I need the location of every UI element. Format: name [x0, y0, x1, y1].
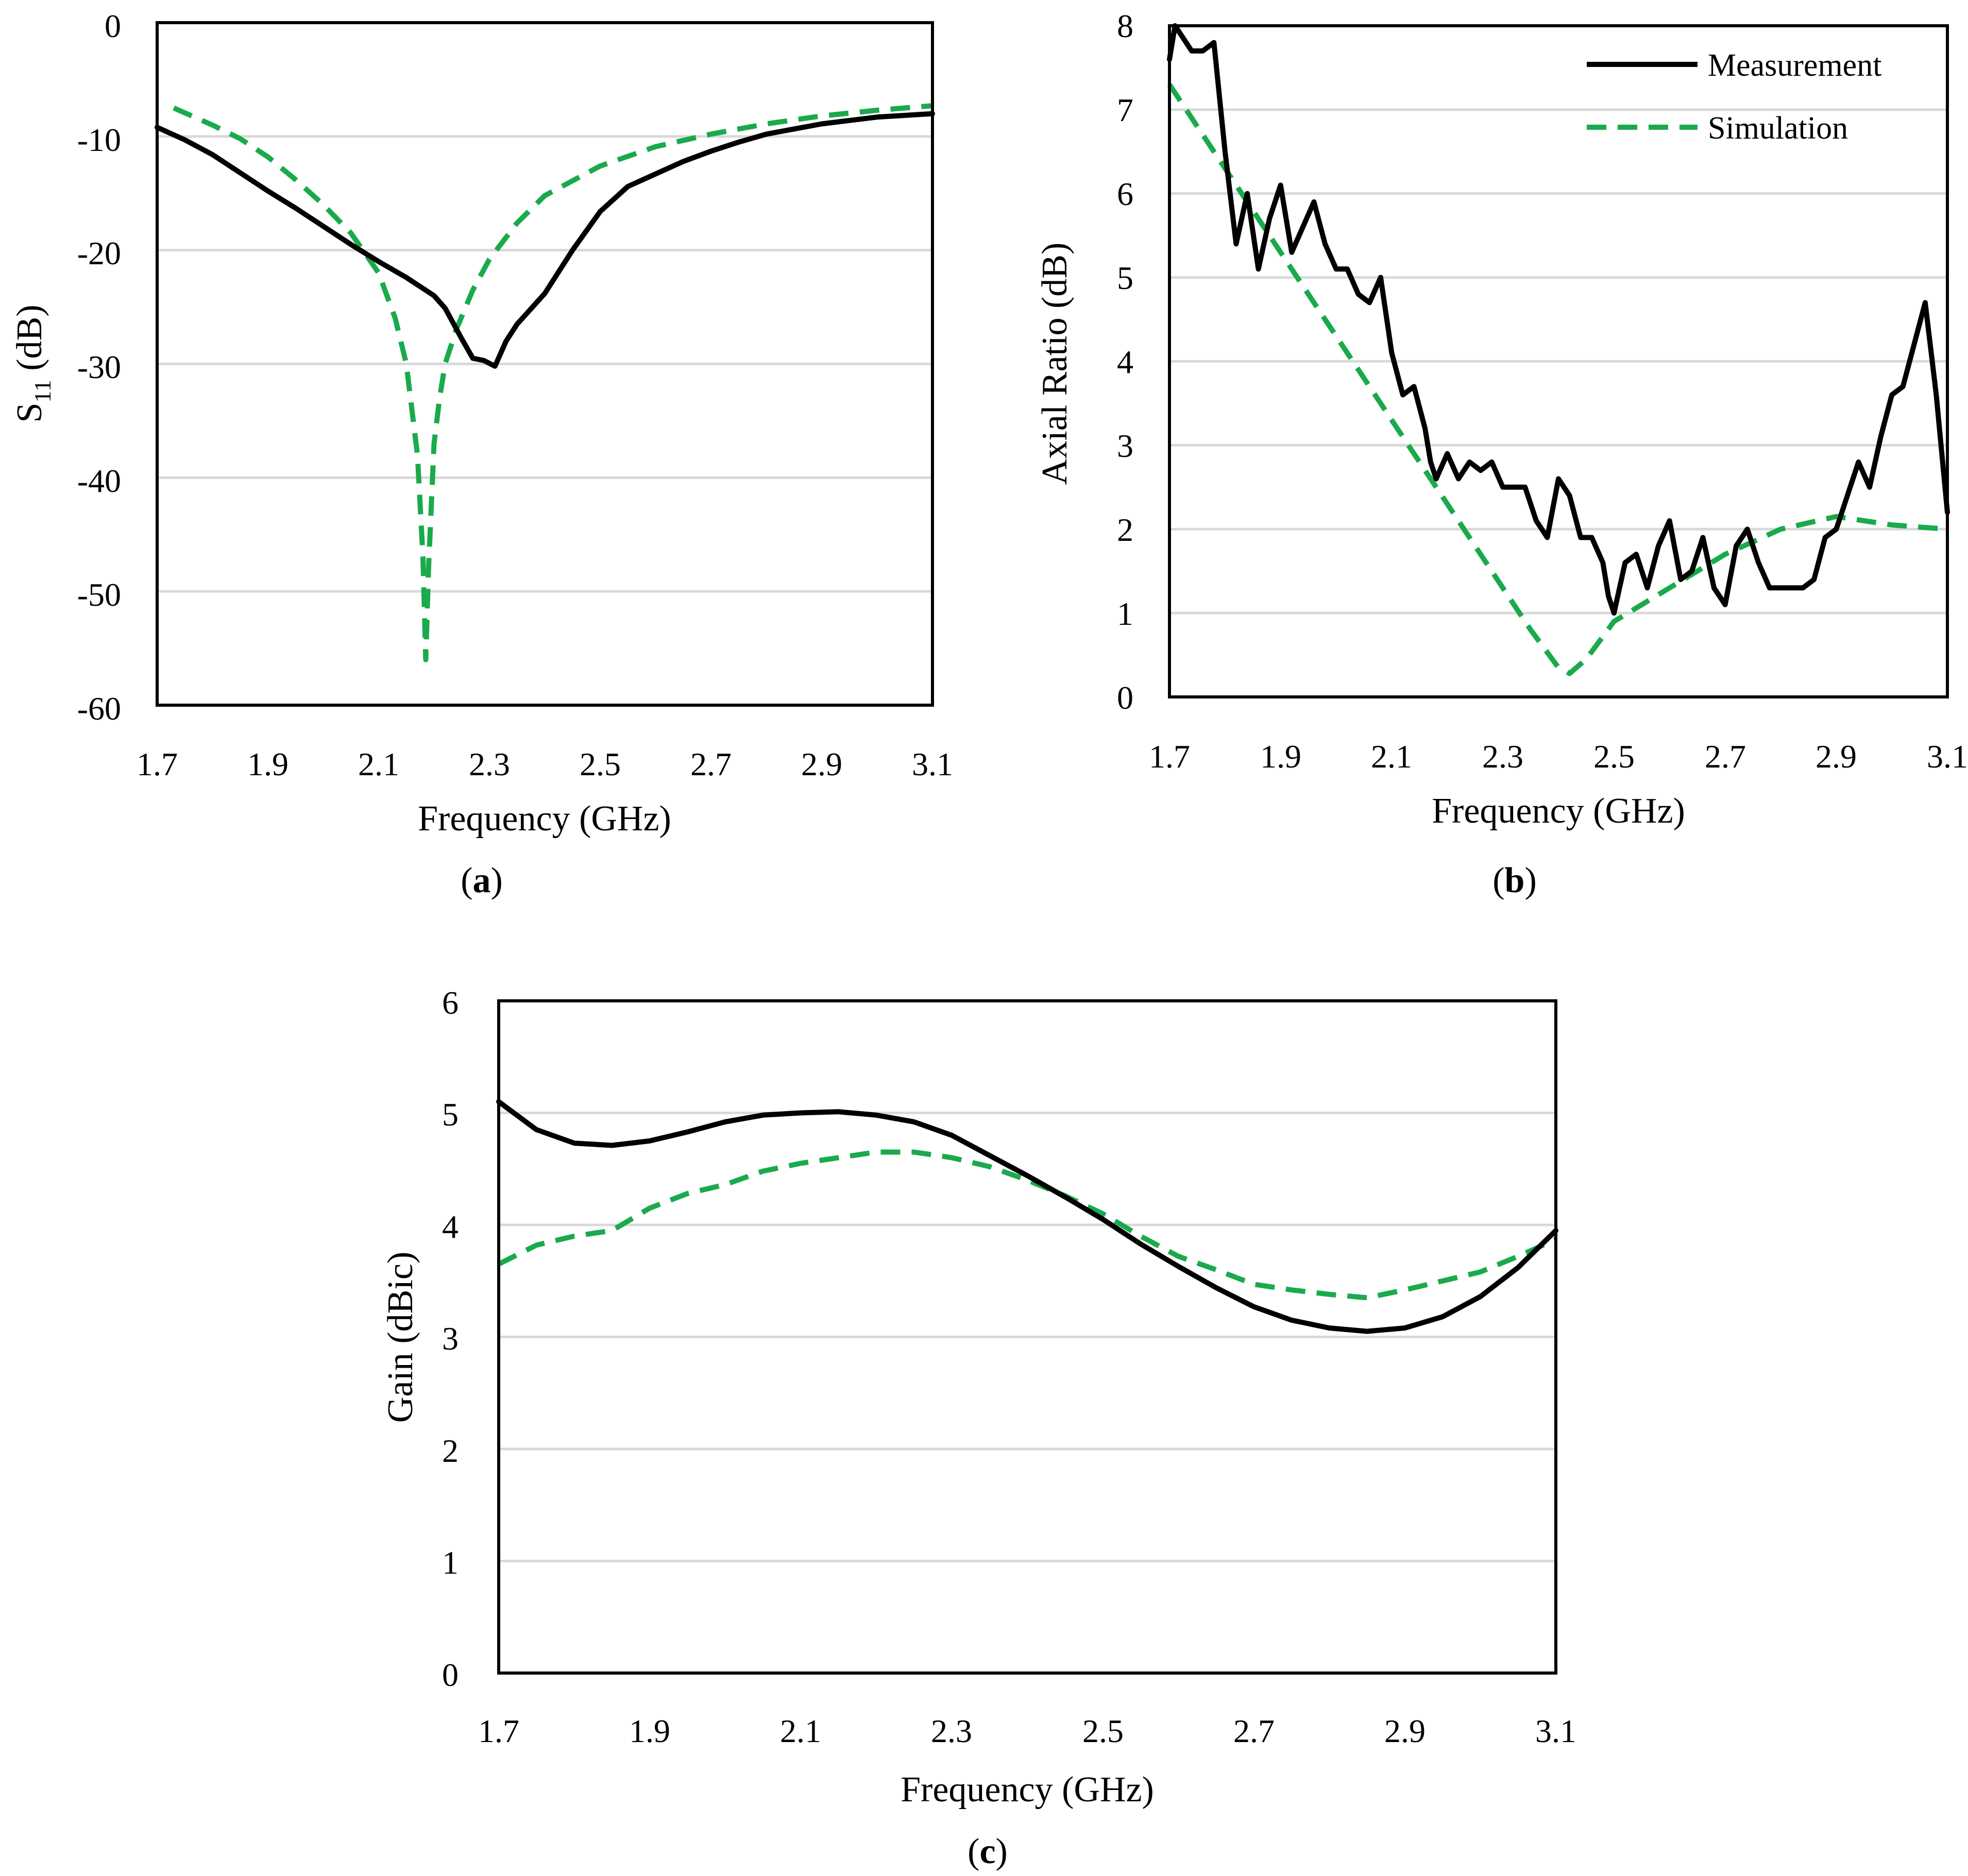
chart-c-y-tick: 3 [442, 1320, 459, 1357]
chart-a-x-tick: 2.3 [469, 746, 510, 782]
chart-b-y-tick: 6 [1117, 176, 1133, 212]
chart-c-y-tick: 6 [442, 984, 459, 1021]
chart-a-x-tick: 2.1 [358, 746, 399, 782]
chart-a-plot-frame [156, 21, 934, 707]
chart-b-legend: Measurement Simulation [1587, 48, 1881, 146]
chart-a-x-ticks: 1.7 1.9 2.1 2.3 2.5 2.7 2.9 3.1 [137, 746, 953, 782]
chart-c-x-tick: 3.1 [1535, 1713, 1576, 1749]
chart-c-series-measurement-line [496, 1099, 1558, 1334]
chart-b-series-simulation-line [1167, 83, 1948, 676]
chart-c-grid [499, 1112, 1556, 1562]
chart-b-y-tick: 2 [1117, 511, 1133, 548]
chart-c-x-tick: 1.7 [478, 1713, 519, 1749]
chart-a-y-tick: -10 [77, 122, 121, 158]
chart-c-series-simulation-line [497, 1149, 1557, 1301]
chart-a-series [155, 103, 935, 662]
chart-c-x-tick: 2.7 [1233, 1713, 1275, 1749]
chart-a-x-tick: 2.5 [580, 746, 621, 782]
chart-b-x-tick: 2.3 [1482, 738, 1523, 775]
chart-c-y-axis-label: Gain (dBic) [381, 1252, 420, 1423]
chart-a-y-tick: -30 [77, 349, 121, 385]
chart-a-x-axis-label: Frequency (GHz) [418, 799, 671, 839]
chart-a-sub-label: (a) [461, 861, 503, 900]
chart-b-y-tick: 4 [1117, 344, 1133, 380]
chart-a-x-tick: 3.1 [912, 746, 953, 782]
chart-b-series-measurement-line [1167, 23, 1950, 616]
chart-b-grid [1169, 108, 1947, 615]
legend-measurement-label: Measurement [1708, 48, 1881, 83]
chart-a-x-tick: 1.7 [137, 746, 178, 782]
chart-a-x-tick: 2.7 [690, 746, 732, 782]
chart-c-x-tick: 2.1 [780, 1713, 821, 1749]
chart-c-plot-frame [497, 999, 1557, 1675]
chart-b-series [1167, 23, 1950, 676]
chart-b-y-tick: 5 [1117, 260, 1133, 296]
chart-b-x-tick: 1.9 [1260, 738, 1301, 775]
chart-b-y-ticks: 8 7 6 5 4 3 2 1 0 [1117, 8, 1133, 716]
chart-a-sub-letter: a [473, 861, 491, 900]
chart-c-y-tick: 4 [442, 1208, 459, 1245]
chart-a-y-tick: 0 [105, 8, 121, 44]
chart-a-y-tick: -20 [77, 235, 121, 271]
legend-simulation-label: Simulation [1708, 111, 1848, 146]
chart-c-x-tick: 1.9 [629, 1713, 670, 1749]
chart-b-x-tick: 2.7 [1705, 738, 1746, 775]
chart-b-sub-letter: b [1505, 861, 1525, 900]
chart-c-sub-label: (c) [968, 1832, 1008, 1871]
chart-c-x-ticks: 1.7 1.9 2.1 2.3 2.5 2.7 2.9 3.1 [478, 1713, 1576, 1749]
chart-a-y-tick: -60 [77, 690, 121, 727]
chart-c-y-ticks: 6 5 4 3 2 1 0 [442, 984, 459, 1693]
chart-b-x-axis-label: Frequency (GHz) [1432, 791, 1685, 831]
chart-c-x-axis-label: Frequency (GHz) [901, 1770, 1154, 1810]
chart-c-y-tick: 0 [442, 1657, 459, 1693]
chart-b-x-tick: 2.1 [1371, 738, 1412, 775]
chart-b: 1.7 1.9 2.1 2.3 2.5 2.7 2.9 3.1 8 7 6 5 … [1035, 8, 1968, 900]
chart-c-y-tick: 1 [442, 1544, 459, 1581]
chart-b-x-tick: 1.7 [1149, 738, 1190, 775]
chart-a-series-measurement-line [155, 111, 935, 369]
chart-a-y-tick: -50 [77, 576, 121, 613]
chart-b-y-tick: 7 [1117, 92, 1133, 128]
chart-c-y-tick: 2 [442, 1432, 459, 1469]
chart-a-y-label-rest: (dB) [10, 304, 49, 380]
chart-b-x-tick: 2.9 [1816, 738, 1857, 775]
chart-c-x-tick: 2.9 [1384, 1713, 1426, 1749]
chart-a-y-tick: -40 [77, 463, 121, 499]
chart-b-x-tick: 3.1 [1927, 738, 1968, 775]
chart-a-x-tick: 2.9 [801, 746, 842, 782]
chart-b-x-ticks: 1.7 1.9 2.1 2.3 2.5 2.7 2.9 3.1 [1149, 738, 1968, 775]
chart-c-sub-letter: c [979, 1832, 995, 1871]
chart-a-y-ticks: 0 -10 -20 -30 -40 -50 -60 [77, 8, 121, 727]
chart-b-y-tick: 3 [1117, 428, 1133, 464]
chart-a: 1.7 1.9 2.1 2.3 2.5 2.7 2.9 3.1 0 -10 -2… [10, 8, 953, 900]
chart-c-y-tick: 5 [442, 1096, 459, 1133]
chart-b-x-tick: 2.5 [1593, 738, 1635, 775]
chart-a-grid [157, 135, 932, 593]
chart-c: 1.7 1.9 2.1 2.3 2.5 2.7 2.9 3.1 6 5 4 3 … [381, 984, 1576, 1871]
chart-a-y-label-main: S [10, 403, 49, 423]
chart-b-y-tick: 1 [1117, 595, 1133, 632]
chart-c-series [496, 1099, 1558, 1334]
chart-b-y-tick: 0 [1117, 679, 1133, 716]
chart-b-plot-frame [1168, 24, 1949, 698]
chart-c-x-tick: 2.5 [1082, 1713, 1124, 1749]
chart-a-y-axis-label: S11 (dB) [10, 304, 56, 422]
chart-a-series-simulation-line [173, 103, 933, 662]
chart-b-y-axis-label: Axial Ratio (dB) [1035, 243, 1075, 485]
chart-b-y-tick: 8 [1117, 8, 1133, 44]
chart-b-sub-label: (b) [1492, 861, 1537, 900]
chart-a-x-tick: 1.9 [247, 746, 289, 782]
chart-c-x-tick: 2.3 [931, 1713, 972, 1749]
chart-a-y-label-sub: 11 [29, 380, 56, 402]
